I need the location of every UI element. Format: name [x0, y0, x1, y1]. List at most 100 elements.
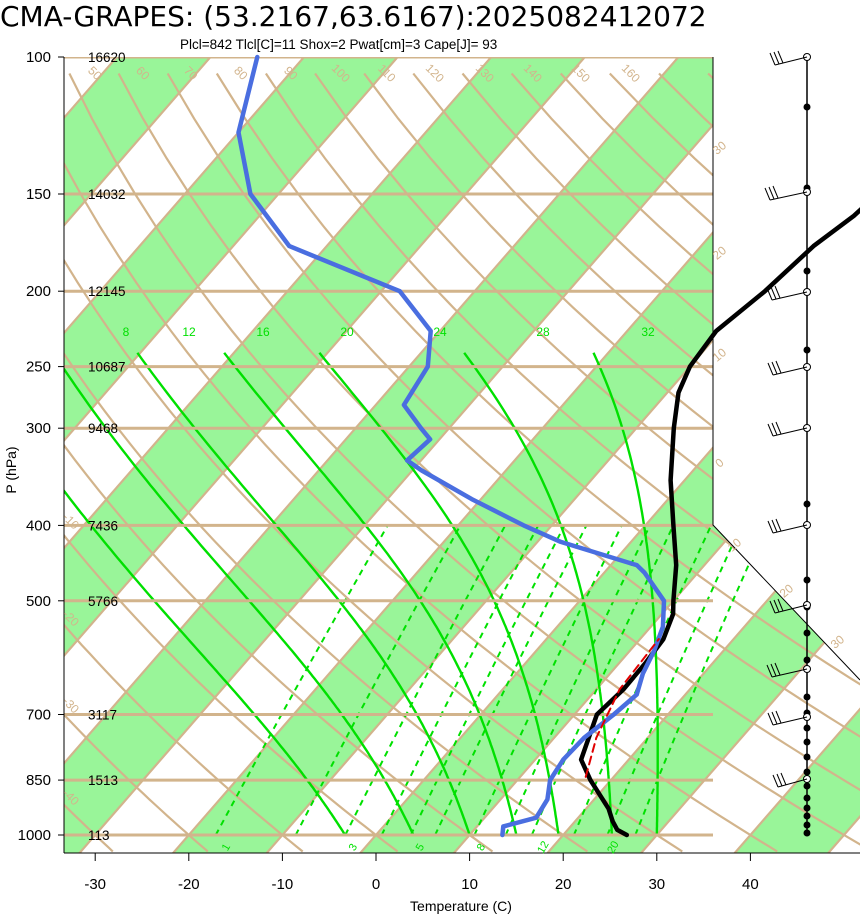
wind-feather [774, 662, 781, 676]
temperature-profile [578, 207, 860, 838]
chart-title: CMA-GRAPES: (53.2167,63.6167):2025082412… [0, 0, 707, 33]
dry-adiabat [314, 72, 860, 853]
y-tick-label: 200 [26, 283, 51, 300]
wind-feather [768, 186, 775, 200]
wind-feather [775, 360, 782, 374]
wind-feather [766, 287, 773, 301]
wind-feather [767, 423, 774, 437]
wind-feather [771, 519, 778, 533]
height-label: 10687 [88, 360, 126, 375]
moist-adiabat [64, 352, 347, 836]
wind-feather [767, 362, 774, 376]
wind-dot [803, 267, 811, 275]
wind-dot [803, 103, 811, 111]
isotherm-label: 120 [423, 61, 447, 85]
mixing-ratio-label: 1 [220, 842, 233, 853]
wind-dot [803, 829, 811, 837]
height-label: 9468 [88, 421, 118, 436]
wind-feather [774, 285, 781, 299]
y-tick-label: 1000 [18, 827, 51, 844]
isotherm-line [336, 57, 860, 853]
temperature-band [64, 57, 616, 853]
isotherm-line [64, 57, 414, 853]
wind-barb [771, 668, 808, 678]
wind-dot [803, 794, 811, 802]
y-tick-label: 150 [26, 186, 51, 203]
isotherm-line [64, 57, 507, 853]
y-tick-label: 250 [26, 359, 51, 376]
wind-barb [772, 366, 808, 376]
temperature-band [64, 57, 803, 853]
wind-dot [803, 500, 811, 508]
y-tick-label: 300 [26, 420, 51, 437]
moist-adiabat-label: 16 [256, 325, 270, 339]
wind-feather [773, 599, 780, 613]
wind-feather [769, 600, 776, 614]
moist-adiabat [463, 352, 614, 836]
isotherm-line [64, 57, 695, 853]
x-tick-label: 0 [372, 876, 380, 893]
wind-dot [803, 576, 811, 584]
isotherm-label: 80 [231, 63, 251, 83]
dry-adiabat [64, 73, 494, 853]
wind-dot [803, 724, 811, 732]
height-label: 3117 [88, 707, 117, 722]
isotherm-label: 160 [619, 61, 643, 85]
moist-adiabat-label: 8 [123, 325, 130, 339]
x-tick-label: -20 [178, 876, 200, 893]
wind-dot [803, 629, 811, 637]
wind-barb [774, 604, 808, 614]
height-label: 1513 [88, 773, 118, 788]
isotherm-line [64, 57, 227, 853]
wind-barb [777, 778, 808, 788]
temperature-band [722, 57, 860, 853]
wind-feather [771, 361, 778, 375]
x-tick-label: 40 [742, 876, 759, 893]
x-tick-label: -30 [84, 876, 106, 893]
isotherm-label: -10 [60, 510, 82, 532]
isotherm-line [64, 57, 601, 853]
mixing-ratio-label: 12 [535, 839, 552, 856]
mixing-ratio-label: 8 [475, 842, 488, 853]
isotherm-line [710, 57, 860, 853]
wind-dot [803, 821, 811, 829]
parcel-profile [584, 638, 660, 778]
wind-feather [771, 422, 778, 436]
y-axis: 100 150 200 250 300 400 500 700 850 1000 [18, 49, 65, 853]
wind-dot [803, 693, 811, 701]
wind-dot [803, 782, 811, 790]
dry-adiabat [166, 72, 860, 853]
y-tick-label: 700 [26, 706, 51, 723]
wind-feather [777, 598, 784, 612]
dry-adiabat [64, 73, 209, 853]
x-tick-label: 30 [648, 876, 665, 893]
wind-feather [775, 710, 782, 724]
temperature-band [64, 57, 429, 853]
wind-barb [774, 56, 808, 66]
plot-border [712, 57, 860, 681]
height-label: 5766 [88, 594, 118, 609]
wind-feather [767, 520, 774, 534]
dry-adiabat [68, 73, 860, 853]
wind-barb [772, 524, 808, 534]
dry-adiabat [363, 72, 860, 853]
wind-feather [767, 712, 774, 726]
x-tick-label: 20 [555, 876, 572, 893]
wind-feather [775, 421, 782, 435]
wind-feather [770, 286, 777, 300]
dry-adiabat [64, 73, 589, 853]
wind-dot [803, 768, 811, 776]
height-label: 7436 [88, 518, 118, 533]
height-label: 113 [88, 828, 110, 843]
moist-adiabat-label: 20 [340, 325, 354, 339]
height-label: 12145 [88, 284, 126, 299]
y-tick-label: 850 [26, 772, 51, 789]
chart-subtitle: Plcl=842 Tlcl[C]=11 Shox=2 Pwat[cm]=3 Ca… [180, 37, 497, 52]
wind-barbs [764, 50, 811, 837]
x-axis-label: Temperature (C) [410, 898, 512, 914]
dry-adiabat [64, 73, 778, 853]
x-axis: -30 -20 -10 0 10 20 30 40 [64, 852, 860, 893]
isotherm-label: 10 [725, 535, 744, 555]
moist-adiabat-label: 12 [182, 325, 196, 339]
